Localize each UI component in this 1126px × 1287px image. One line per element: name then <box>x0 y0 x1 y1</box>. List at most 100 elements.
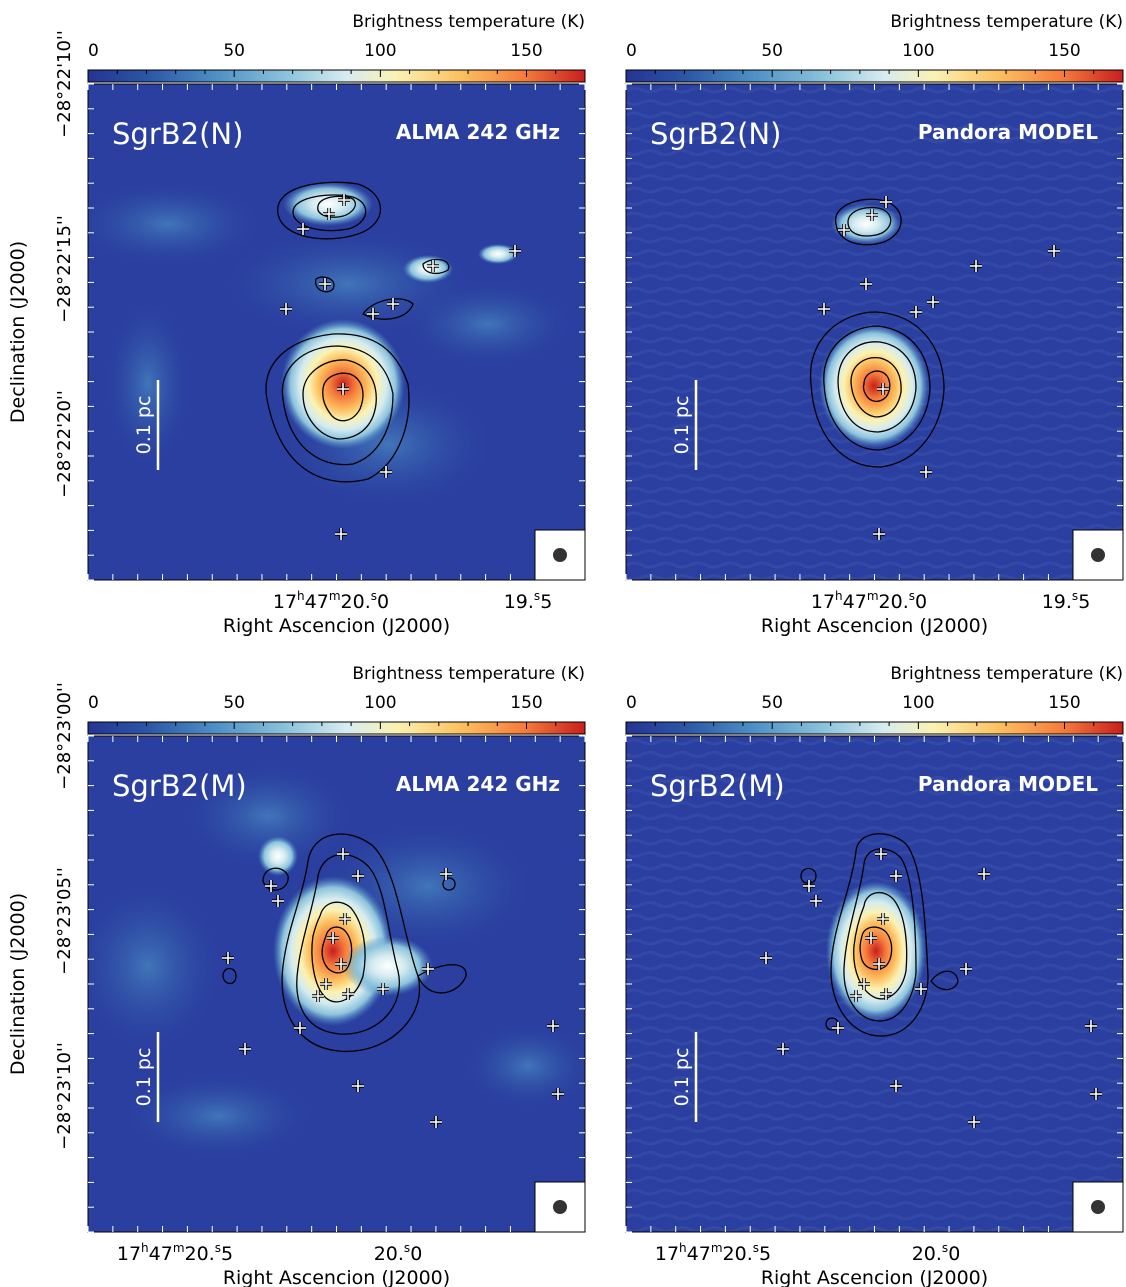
ra-tick-label: 17h47m20.s5 <box>117 1241 233 1265</box>
noise-ripple <box>626 149 1123 156</box>
beam-box <box>534 1181 586 1233</box>
ra-tick-label: 17h47m20.s0 <box>811 589 927 613</box>
emission-blob <box>819 324 929 448</box>
source-marker <box>1090 1088 1102 1100</box>
beam-ellipse <box>553 548 567 562</box>
source-marker <box>323 208 335 220</box>
noise-ripple <box>626 1113 1123 1121</box>
y-axis-label: Declination (J2000) <box>7 241 29 423</box>
source-marker <box>430 1116 442 1128</box>
contour-line <box>321 926 353 974</box>
source-marker <box>312 990 324 1002</box>
source-label: SgrB2(M) <box>112 769 247 803</box>
ra-tick-label: 20.s0 <box>912 1241 961 1265</box>
noise-ripple <box>626 1076 1123 1083</box>
source-marker <box>319 278 331 290</box>
source-marker <box>865 932 877 944</box>
emission-haze <box>188 766 348 866</box>
colorbar-title: Brightness temperature (K) <box>352 12 585 32</box>
noise-ripple <box>626 286 1123 294</box>
source-marker <box>1085 1020 1097 1032</box>
contour-line <box>322 372 364 422</box>
dec-tick-label: −28°22'15'' <box>54 215 75 323</box>
scale-bar-label: 0.1 pc <box>133 1048 155 1107</box>
noise-ripple <box>626 186 1123 194</box>
ra-tick-label: 17h47m20.s5 <box>655 1241 771 1265</box>
colorbar-tick-label: 100 <box>902 693 934 713</box>
panel-4: Brightness temperature (K) 0 50 100 150 SgrB2… <box>625 664 1124 1287</box>
colorbar-title: Brightness temperature (K) <box>890 12 1123 32</box>
colorbar-tick-label: 100 <box>364 693 396 713</box>
colorbar <box>625 721 1124 735</box>
source-marker <box>818 303 830 315</box>
colorbar <box>87 69 586 83</box>
panel-2: Brightness temperature (K) 0 50 100 150 SgrB2… <box>625 12 1124 637</box>
colorbar-tick-label: 150 <box>1048 693 1080 713</box>
map-content <box>626 738 1123 1232</box>
map-content <box>88 181 568 540</box>
colorbar-tick-label: 150 <box>1048 41 1080 61</box>
x-axis-label: Right Ascencion (J2000) <box>223 1267 450 1287</box>
source-label: SgrB2(N) <box>112 117 243 151</box>
source-marker <box>858 978 870 990</box>
colorbar-tick-label: 0 <box>626 693 637 713</box>
source-marker <box>875 848 887 860</box>
source-marker <box>327 932 339 944</box>
emission-blob <box>258 836 298 876</box>
source-marker <box>760 952 772 964</box>
map <box>626 84 1123 580</box>
contour-line <box>847 206 892 237</box>
colorbar-tick-label: 100 <box>364 41 396 61</box>
colorbar-tick-label: 150 <box>510 41 542 61</box>
x-axis-label: Right Ascencion (J2000) <box>761 1267 988 1287</box>
contour-line <box>281 345 394 466</box>
source-marker <box>297 223 309 235</box>
source-marker <box>422 963 434 975</box>
dec-tick-label: −28°22'10'' <box>54 30 75 138</box>
contour-line <box>800 867 817 885</box>
source-marker <box>968 1116 980 1128</box>
noise-ripple <box>626 738 1123 746</box>
noise-ripple <box>626 499 1123 506</box>
source-marker <box>877 913 889 925</box>
source-marker <box>927 296 939 308</box>
colorbar-tick-label: 150 <box>510 693 542 713</box>
contour-line <box>292 194 367 232</box>
source-marker <box>890 870 902 882</box>
noise-ripple <box>626 801 1123 808</box>
source-marker <box>427 260 439 272</box>
contour-line <box>823 325 931 451</box>
contour-line <box>930 970 959 991</box>
source-marker <box>866 209 878 221</box>
contour-line <box>859 926 893 971</box>
source-marker <box>239 1043 251 1055</box>
x-axis-label: Right Ascencion (J2000) <box>223 615 450 637</box>
source-marker <box>377 983 389 995</box>
contours <box>265 181 450 483</box>
emission-blob <box>826 881 926 1021</box>
beam-ellipse <box>553 1200 567 1214</box>
source-marker <box>960 963 972 975</box>
noise-ripple <box>626 524 1123 531</box>
emission-blob <box>403 255 453 283</box>
noise-ripple <box>626 1126 1123 1133</box>
contour-line <box>862 370 891 402</box>
source-marker <box>880 988 892 1000</box>
source-label: SgrB2(M) <box>650 769 785 803</box>
emission-blob <box>478 244 518 264</box>
ra-tick-label: 20.s0 <box>374 1241 423 1265</box>
noise-ripple <box>626 1188 1123 1196</box>
noise-ripple <box>626 1201 1123 1208</box>
noise-ripple <box>626 86 1123 94</box>
source-marker <box>367 308 379 320</box>
source-marker <box>890 1080 902 1092</box>
contour-line <box>265 333 410 483</box>
emission-haze <box>408 284 568 364</box>
source-label: SgrB2(N) <box>650 117 781 151</box>
ra-tick-label: 19.s5 <box>1042 589 1091 613</box>
noise-ripple <box>626 549 1123 556</box>
source-marker <box>352 1080 364 1092</box>
source-marker <box>978 868 990 880</box>
noise-ripple <box>626 511 1123 519</box>
